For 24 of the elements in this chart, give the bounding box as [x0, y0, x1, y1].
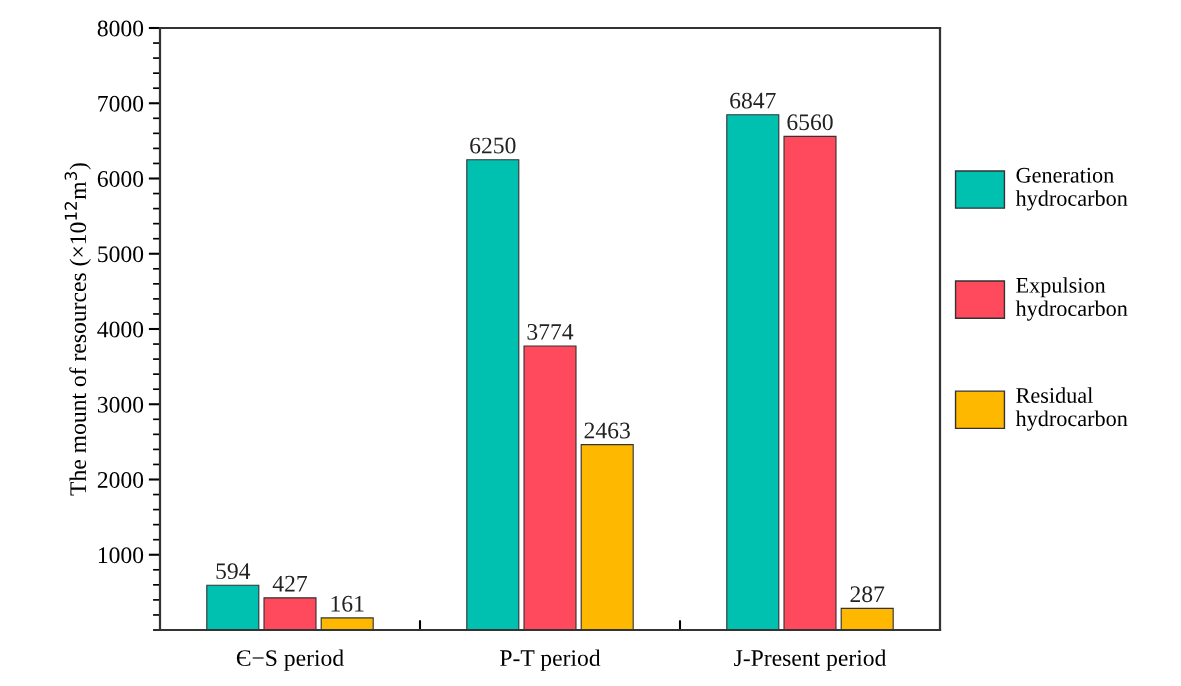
- data-label: 3774: [527, 323, 574, 340]
- data-label: 427: [272, 575, 308, 592]
- data-label: 6847: [730, 92, 776, 109]
- x-tick-label: J-Present period: [734, 649, 887, 671]
- x-tick-label: Є−S period: [236, 649, 344, 671]
- y-axis-title: The mount of resources (×10$^{12}$m$^{3}$): [64, 163, 91, 496]
- legend-label: Expulsion hydrocarbon: [1015, 277, 1128, 321]
- x-tick-label: P-T period: [500, 649, 601, 671]
- y-tick-label: 3000: [97, 396, 144, 413]
- y-tick-label: 7000: [98, 95, 144, 112]
- data-label: 2463: [584, 422, 630, 439]
- data-label: 287: [850, 586, 885, 603]
- data-label: 6250: [470, 137, 516, 154]
- data-label: 594: [216, 563, 251, 580]
- y-tick-label: 8000: [97, 20, 144, 37]
- data-label: 6560: [787, 114, 833, 131]
- y-tick-label: 2000: [97, 471, 144, 488]
- y-tick-label: 4000: [97, 321, 144, 338]
- data-label: 161: [331, 595, 364, 612]
- y-tick-label: 1000: [98, 547, 144, 564]
- legend-label: Residual hydrocarbon: [1015, 387, 1128, 431]
- legend-label: Generation hydrocarbon: [1015, 167, 1128, 211]
- y-tick-label: 6000: [97, 170, 144, 187]
- y-tick-label: 5000: [98, 246, 144, 263]
